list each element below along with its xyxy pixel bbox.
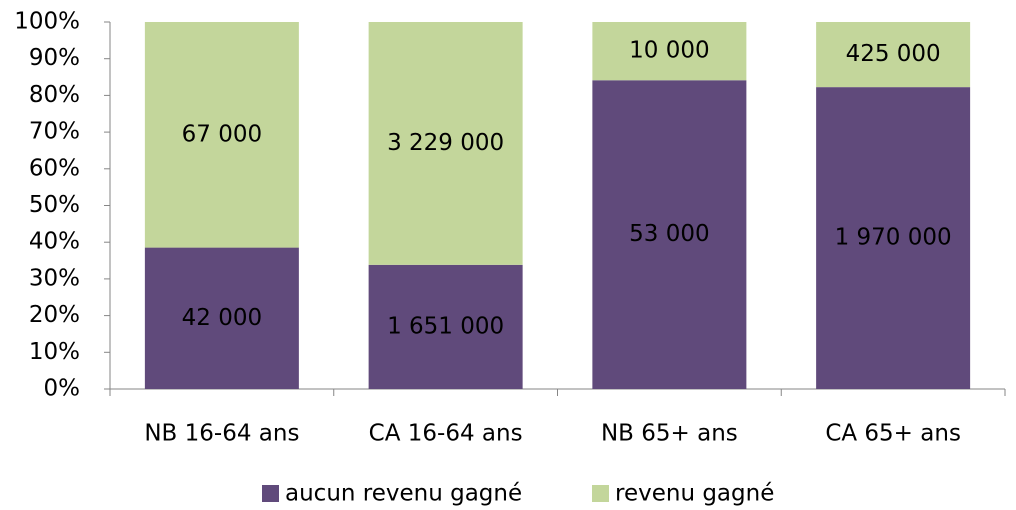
bar-segment — [368, 264, 523, 389]
y-tick-label: 60% — [29, 155, 80, 181]
x-tick-label: NB 16-64 ans — [144, 421, 299, 447]
bar-segment — [816, 87, 971, 390]
y-tick-label: 90% — [29, 45, 80, 71]
y-tick-label: 30% — [29, 265, 80, 291]
bar-segment — [592, 80, 747, 389]
bar-segment — [144, 22, 299, 248]
y-tick-label: 70% — [29, 119, 80, 145]
legend-swatch — [262, 485, 279, 502]
legend-swatch — [592, 485, 609, 502]
y-tick-label: 10% — [29, 339, 80, 365]
x-tick-label: CA 16-64 ans — [369, 421, 523, 447]
y-tick-label: 100% — [14, 9, 80, 35]
y-tick-label: 0% — [44, 376, 81, 402]
bar-segment — [368, 22, 523, 265]
legend-label: aucun revenu gagné — [285, 481, 522, 507]
data-label: 1 651 000 — [387, 313, 504, 339]
data-label: 67 000 — [182, 121, 262, 147]
data-label: 425 000 — [846, 41, 941, 67]
data-label: 3 229 000 — [387, 130, 504, 156]
y-tick-label: 40% — [29, 229, 80, 255]
y-tick-label: 80% — [29, 82, 80, 108]
bar-segment — [816, 22, 971, 88]
data-label: 53 000 — [629, 221, 709, 247]
y-tick-label: 50% — [29, 192, 80, 218]
data-label: 42 000 — [182, 305, 262, 331]
data-label: 10 000 — [629, 38, 709, 64]
x-tick-label: CA 65+ ans — [825, 421, 961, 447]
bar-segment — [592, 22, 747, 81]
bar-segment — [144, 247, 299, 389]
data-label: 1 970 000 — [835, 225, 952, 251]
legend-label: revenu gagné — [615, 481, 774, 507]
y-tick-label: 20% — [29, 302, 80, 328]
x-tick-label: NB 65+ ans — [601, 421, 738, 447]
